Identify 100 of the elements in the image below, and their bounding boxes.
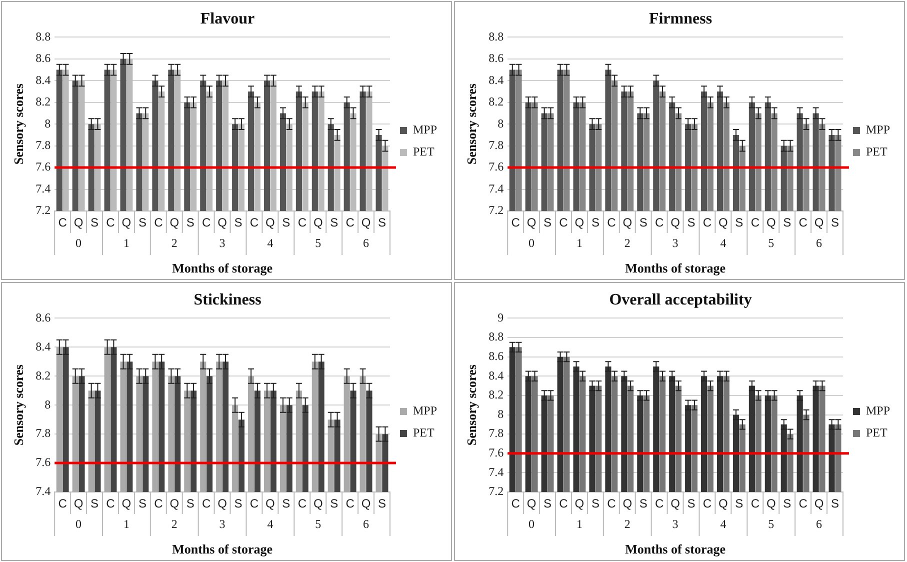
y-tick-label: 8.2 [36, 368, 51, 382]
y-tick-label: 7.8 [36, 138, 51, 152]
x-tick-label: Q [74, 216, 84, 230]
text: 0 [76, 236, 82, 250]
y-axis-title: Sensory scores [464, 364, 480, 446]
y-tick-label: 8.4 [488, 368, 504, 382]
x-tick-label: Q [266, 216, 275, 230]
text: 5 [768, 517, 774, 532]
legend-label: PET [412, 144, 435, 159]
x-tick-label: C [607, 496, 616, 511]
text: 6 [363, 236, 370, 250]
x-tick-label: C [58, 496, 68, 511]
y-tick-label: 8 [44, 116, 51, 130]
text: 5 [315, 236, 322, 250]
legend-label: MPP [866, 404, 890, 418]
text: 4 [267, 236, 274, 250]
x-tick-label: Q [766, 216, 776, 230]
x-tick-label: S [639, 496, 648, 511]
x-tick-label: S [90, 496, 99, 511]
x-tick-label: S [639, 216, 648, 230]
y-axis-title: Sensory scores [11, 364, 26, 446]
x-tick-label: C [154, 496, 164, 511]
text: 2 [624, 236, 630, 250]
text: 3 [672, 236, 678, 250]
text: 0 [76, 517, 82, 532]
y-tick-label: 8.8 [488, 29, 504, 44]
text: 4 [267, 517, 274, 532]
y-tick-label: 8 [498, 406, 504, 421]
x-tick-label: Q [266, 496, 275, 511]
x-tick-label: S [544, 216, 552, 230]
x-tick-label: S [378, 216, 386, 230]
y-axis-title: Sensory scores [11, 84, 26, 165]
x-tick-label: S [138, 216, 146, 230]
x-tick-label: Q [170, 496, 180, 511]
legend-label: MPP [412, 122, 438, 137]
x-tick-label: C [798, 496, 808, 511]
x-tick-label: S [735, 216, 744, 230]
legend-label: MPP [866, 122, 890, 137]
x-tick-label: S [591, 216, 600, 230]
y-tick-label: 8.4 [36, 72, 51, 87]
x-tick-label: C [202, 216, 211, 230]
y-tick-label: 7.6 [488, 446, 504, 460]
x-tick-label: S [830, 496, 840, 511]
x-tick-label: S [735, 496, 744, 511]
text: 1 [576, 517, 582, 532]
x-tick-label: S [783, 216, 792, 230]
x-tick-label: C [654, 496, 664, 511]
x-tick-label: S [830, 216, 840, 230]
x-axis-title: Months of storage [625, 260, 726, 276]
x-tick-label: Q [670, 496, 680, 511]
x-tick-label: S [138, 496, 146, 511]
x-tick-label: Q [170, 216, 180, 230]
x-tick-label: S [90, 216, 99, 230]
x-tick-label: Q [361, 216, 371, 230]
x-tick-label: S [687, 496, 696, 511]
text: 2 [624, 517, 630, 532]
x-tick-label: C [750, 216, 760, 230]
y-tick-label: 7.4 [488, 464, 504, 479]
y-tick-label: 7.8 [488, 138, 504, 152]
y-tick-label: 8.4 [36, 339, 51, 354]
y-tick-label: 7.4 [488, 181, 504, 196]
x-tick-label: S [330, 216, 338, 230]
y-tick-label: 8.2 [36, 94, 51, 109]
y-tick-label: 7.2 [488, 203, 504, 218]
x-axis-title: Months of storage [172, 542, 273, 557]
x-tick-label: S [544, 496, 552, 511]
text: 0 [528, 236, 535, 250]
y-tick-label: 8.2 [488, 388, 504, 402]
y-tick-label: 9 [498, 310, 504, 324]
chart-title: Flavour [200, 10, 255, 28]
text: 4 [720, 236, 726, 250]
x-tick-label: Q [670, 216, 680, 230]
x-tick-label: C [250, 496, 259, 511]
x-tick-label: C [106, 216, 116, 230]
text: 0 [528, 517, 535, 532]
y-axis-title: Sensory scores [464, 84, 480, 165]
x-tick-label: Q [814, 216, 824, 230]
x-tick-label: C [559, 216, 568, 230]
x-axis-title: Months of storage [172, 260, 273, 276]
y-tick-label: 8.6 [36, 51, 51, 66]
legend-label: PET [866, 144, 888, 159]
x-tick-label: Q [526, 216, 536, 230]
x-tick-label: S [282, 496, 290, 511]
x-tick-label: Q [218, 496, 227, 511]
x-tick-label: Q [313, 216, 323, 230]
text: 5 [315, 517, 322, 532]
x-tick-label: S [282, 216, 290, 230]
text: 2 [171, 236, 178, 250]
y-tick-label: 8.8 [36, 29, 51, 44]
x-tick-label: C [511, 496, 520, 511]
y-tick-label: 7.2 [488, 484, 504, 498]
text: 5 [768, 236, 774, 250]
y-tick-label: 7.8 [36, 426, 51, 440]
x-tick-label: Q [74, 496, 84, 511]
x-tick-label: Q [622, 496, 632, 511]
x-tick-label: Q [361, 496, 371, 511]
x-tick-label: C [750, 496, 760, 511]
x-tick-label: C [250, 216, 259, 230]
y-tick-label: 7.6 [36, 455, 51, 470]
x-tick-label: Q [574, 496, 584, 511]
